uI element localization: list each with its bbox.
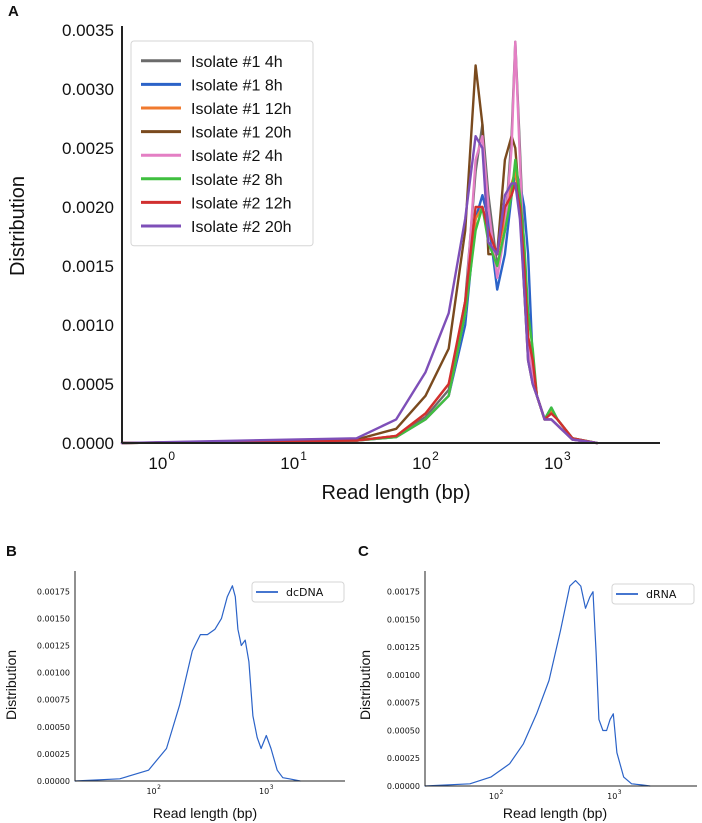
chart-a-legend-label: Isolate #2 8h xyxy=(191,172,283,189)
chart-b-y-tick-label: 0.00000 xyxy=(37,777,70,786)
chart-a-series-line-7 xyxy=(120,182,599,445)
chart-a-y-axis-title: Distribution xyxy=(7,176,29,276)
chart-c-y-tick-label: 0.00125 xyxy=(387,643,420,652)
chart-c-legend-label: dRNA xyxy=(646,588,677,601)
chart-a-legend-label: Isolate #1 8h xyxy=(191,77,283,94)
chart-c-y-axis-title: Distribution xyxy=(357,650,373,720)
chart-b-x-tick-label: 103 xyxy=(259,784,274,796)
panel-label-c: C xyxy=(358,543,369,560)
chart-a-x-tick-label: 102 xyxy=(412,449,439,473)
chart-b-y-tick-label: 0.00150 xyxy=(37,614,70,623)
chart-b-y-tick-label: 0.00125 xyxy=(37,641,70,650)
chart-b-plot-area: 0.00000 0.00025 0.00050 0.00075 0.00100 0.001… xyxy=(37,571,345,796)
chart-a-legend-label: Isolate #1 20h xyxy=(191,125,292,142)
chart-b-x-tick-label: 102 xyxy=(146,784,161,796)
chart-a-plot-area: 0.0000 0.0005 0.0010 0.0015 0.0020 0.0025 0.00… xyxy=(62,21,660,473)
chart-a-y-tick-label: 0.0015 xyxy=(62,257,114,276)
chart-a-x-tick-label: 101 xyxy=(280,449,307,473)
chart-c-x-tick-label: 103 xyxy=(607,789,622,801)
chart-b-y-tick-label: 0.00075 xyxy=(37,696,70,705)
chart-a-legend-label: Isolate #2 20h xyxy=(191,219,292,236)
chart-b-legend-label: dcDNA xyxy=(286,586,324,599)
chart-b-y-tick-label: 0.00025 xyxy=(37,750,70,759)
chart-a-y-tick-label: 0.0030 xyxy=(62,80,114,99)
chart-a-y-tick-label: 0.0025 xyxy=(62,139,114,158)
chart-c-y-tick-label: 0.00075 xyxy=(387,699,420,708)
chart-a-legend-label: Isolate #2 12h xyxy=(191,195,292,212)
chart-c-y-tick-label: 0.00175 xyxy=(387,588,420,597)
chart-b: 0.00000 0.00025 0.00050 0.00075 0.00100 0.001… xyxy=(3,571,345,821)
chart-c-y-tick-label: 0.00150 xyxy=(387,615,420,624)
chart-b-y-tick-label: 0.00175 xyxy=(37,587,70,596)
chart-a-y-tick-label: 0.0020 xyxy=(62,198,114,217)
chart-a-y-tick-label: 0.0035 xyxy=(62,21,114,40)
chart-c-legend-box xyxy=(611,583,695,605)
chart-a-legend-label: Isolate #2 4h xyxy=(191,148,283,165)
chart-a-y-tick-label: 0.0000 xyxy=(62,434,114,453)
chart-a: 0.0000 0.0005 0.0010 0.0015 0.0020 0.0025 0.00… xyxy=(7,21,660,504)
chart-a-legend-box xyxy=(130,40,314,247)
chart-a-legend-label: Isolate #1 4h xyxy=(191,54,283,71)
chart-b-y-tick-label: 0.00100 xyxy=(37,669,70,678)
panel-label-b: B xyxy=(6,543,17,560)
chart-c-y-tick-label: 0.00050 xyxy=(387,726,420,735)
chart-a-y-tick-label: 0.0005 xyxy=(62,375,114,394)
chart-c-y-tick-label: 0.00100 xyxy=(387,671,420,680)
chart-a-y-tick-label: 0.0010 xyxy=(62,316,114,335)
chart-a-legend-label: Isolate #1 12h xyxy=(191,101,292,118)
chart-b-y-tick-label: 0.00050 xyxy=(37,723,70,732)
chart-b-series-line-1 xyxy=(74,585,301,782)
chart-b-x-axis-title: Read length (bp) xyxy=(153,805,257,821)
chart-b-legend-box xyxy=(251,581,345,603)
chart-a-x-tick-label: 100 xyxy=(148,449,175,473)
chart-b-y-axis-title: Distribution xyxy=(3,650,19,720)
chart-c-plot-area: 0.00000 0.00025 0.00050 0.00075 0.00100 0.001… xyxy=(387,571,697,801)
chart-c-y-tick-label: 0.00025 xyxy=(387,754,420,763)
chart-c-x-tick-label: 102 xyxy=(489,789,504,801)
chart-a-x-tick-label: 103 xyxy=(544,449,571,473)
chart-a-series-line-8 xyxy=(120,134,599,445)
chart-a-x-axis-title: Read length (bp) xyxy=(322,482,471,504)
chart-c-series-line-1 xyxy=(424,579,651,787)
chart-c-y-tick-label: 0.00000 xyxy=(387,782,420,791)
panel-label-a: A xyxy=(8,3,19,20)
chart-c: 0.00000 0.00025 0.00050 0.00075 0.00100 0.001… xyxy=(357,571,697,821)
chart-c-x-axis-title: Read length (bp) xyxy=(503,805,607,821)
